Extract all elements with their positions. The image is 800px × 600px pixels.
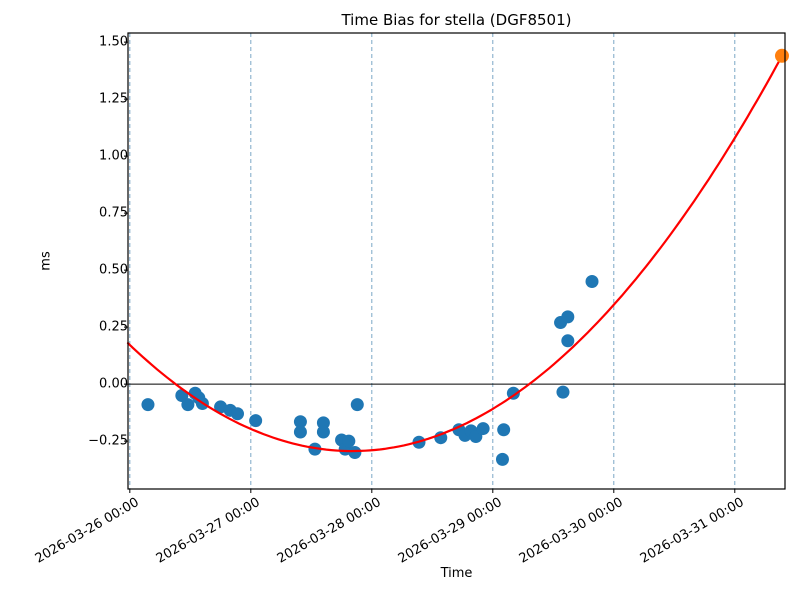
y-axis-label: ms <box>38 251 54 271</box>
y-tick-label: 0.00 <box>99 376 128 392</box>
axes-border <box>127 32 786 490</box>
data-point <box>476 422 490 436</box>
data-point <box>348 446 362 460</box>
y-tick-label: 0.25 <box>99 319 128 335</box>
y-tick-label: 1.00 <box>99 148 128 164</box>
data-point <box>342 434 356 448</box>
data-point <box>495 452 509 466</box>
data-point <box>316 416 330 430</box>
x-axis-label: Time <box>440 566 473 581</box>
fit-curve <box>126 55 783 453</box>
data-point <box>293 415 307 429</box>
data-point <box>497 423 511 437</box>
data-point <box>556 385 570 399</box>
data-point <box>561 334 575 348</box>
data-point <box>231 407 244 421</box>
y-tick-label: 1.50 <box>99 34 128 50</box>
data-point <box>506 386 520 400</box>
y-tick-label: 1.25 <box>99 91 128 107</box>
y-tick-label: 0.75 <box>99 205 128 221</box>
data-point <box>350 398 364 412</box>
data-point <box>293 425 307 439</box>
highlight-data-point <box>774 48 789 63</box>
chart-title: Time Bias for stella (DGF8501) <box>341 11 572 29</box>
data-point <box>316 425 330 439</box>
data-point <box>249 414 263 428</box>
data-point <box>181 398 195 412</box>
y-tick-label: 0.50 <box>99 262 128 278</box>
y-tick-label: −0.25 <box>88 433 128 449</box>
data-point <box>585 275 599 289</box>
data-point <box>561 310 575 324</box>
data-point <box>141 398 155 412</box>
